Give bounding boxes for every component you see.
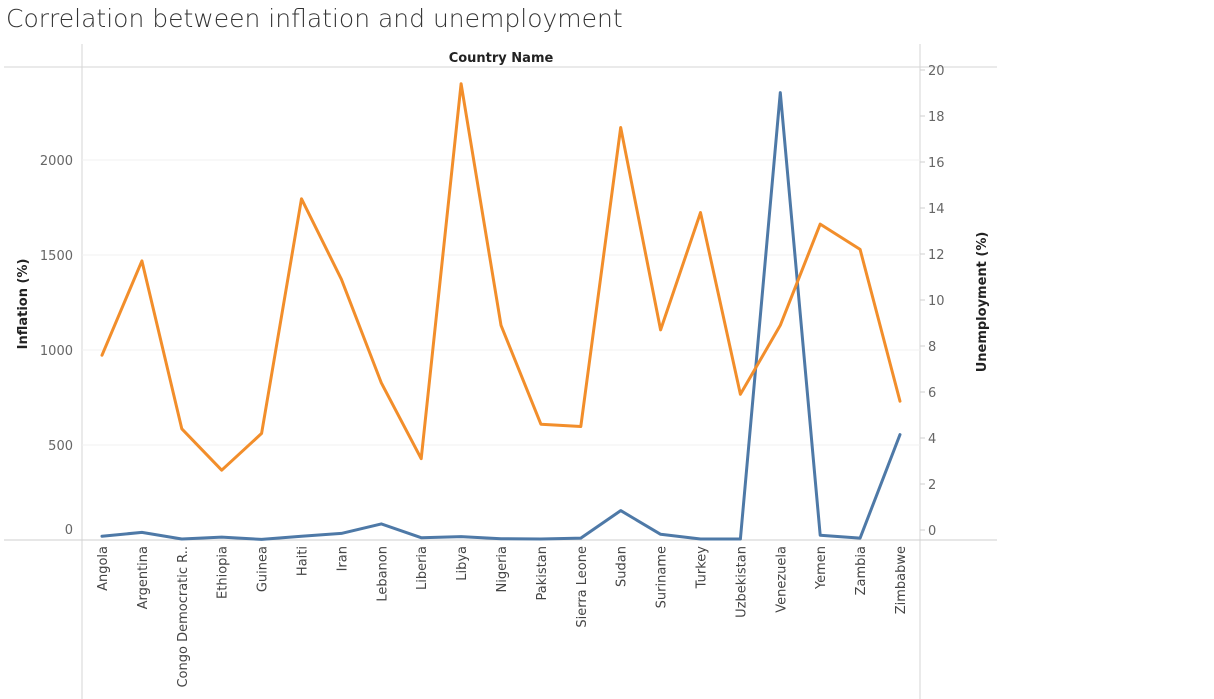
category-label: Liberia	[415, 546, 430, 590]
chart-title: Correlation between inflation and unempl…	[6, 4, 623, 33]
category-label: Suriname	[655, 546, 670, 608]
right-tick-label: 12	[928, 248, 945, 263]
category-label: Yemen	[814, 546, 829, 590]
series-lines	[100, 82, 902, 541]
chart-frame	[4, 44, 997, 699]
category-label: Lebanon	[375, 546, 390, 602]
category-label: Nigeria	[495, 546, 510, 593]
right-tick-label: 18	[928, 110, 945, 125]
category-label: Congo Democratic R..	[176, 546, 191, 688]
category-label: Ethiopia	[216, 546, 231, 599]
right-axis-ticks: 0 2 4 6 8 10 12 14 16 18 20	[920, 64, 945, 539]
right-tick-label: 4	[928, 432, 936, 447]
right-tick-label: 0	[928, 524, 936, 539]
category-labels: Angola Argentina Congo Democratic R.. Ethio…	[96, 546, 909, 688]
category-header: Country Name	[449, 51, 554, 66]
left-tick-label: 500	[48, 439, 73, 454]
category-label: Uzbekistan	[734, 546, 749, 618]
category-label: Haiti	[295, 546, 310, 576]
y-axis-right-label: Unemployment (%)	[975, 232, 990, 373]
category-label: Iran	[335, 546, 350, 571]
category-label: Guinea	[256, 546, 271, 592]
left-tick-label: 2000	[40, 154, 73, 169]
right-tick-label: 16	[928, 156, 945, 171]
category-label: Turkey	[695, 546, 710, 590]
right-tick-label: 14	[928, 202, 945, 217]
right-tick-label: 8	[928, 340, 936, 355]
right-tick-label: 20	[928, 64, 945, 79]
category-label: Pakistan	[535, 546, 550, 600]
right-tick-label: 6	[928, 386, 936, 401]
series-line-1	[100, 91, 902, 541]
category-label: Libya	[455, 546, 470, 581]
left-tick-label: 1500	[40, 249, 73, 264]
left-tick-label: 0	[65, 523, 73, 538]
category-label: Sierra Leone	[575, 546, 590, 628]
category-label: Zambia	[854, 546, 869, 595]
category-label: Angola	[96, 546, 111, 591]
category-label: Venezuela	[774, 546, 789, 613]
category-label: Sudan	[615, 546, 630, 587]
y-axis-left-label: Inflation (%)	[16, 259, 31, 350]
right-tick-label: 2	[928, 478, 936, 493]
category-label: Zimbabwe	[894, 546, 909, 614]
gridlines	[82, 159, 920, 446]
left-axis-ticks: 0 500 1000 1500 2000	[40, 154, 73, 538]
series-line-2	[100, 82, 902, 472]
category-label: Argentina	[136, 546, 151, 609]
right-tick-label: 10	[928, 294, 945, 309]
left-tick-label: 1000	[40, 344, 73, 359]
